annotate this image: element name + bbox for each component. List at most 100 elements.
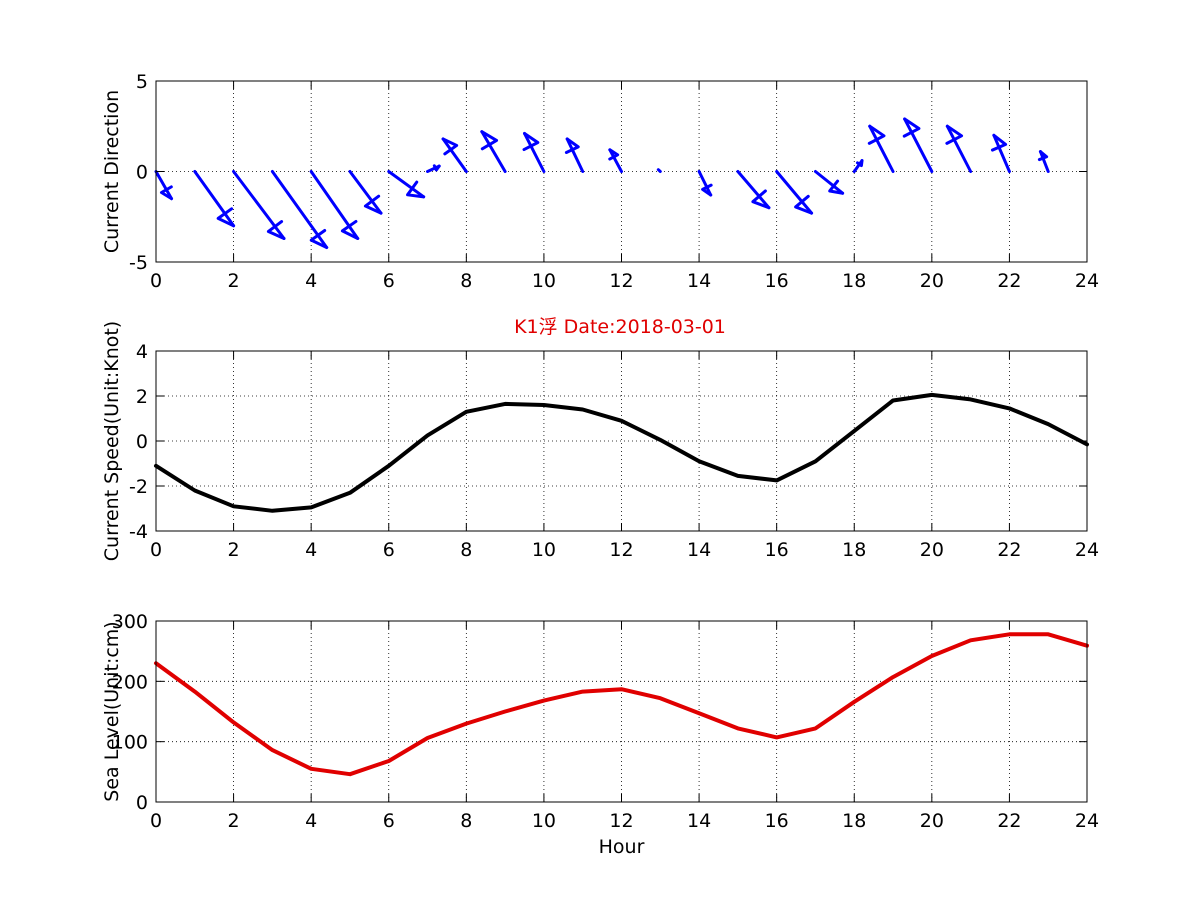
y-tick-label: 300 [112, 611, 148, 633]
arrow-head [701, 183, 713, 197]
current-arrow [945, 124, 973, 173]
arrow-head [406, 180, 426, 199]
arrow-head [266, 220, 286, 240]
plot-area [156, 351, 1087, 531]
figure-title: K1浮 Date:2018-03-01 [514, 316, 726, 338]
current-arrow [154, 170, 174, 201]
x-tick-label: 20 [920, 810, 944, 832]
current-arrow [387, 170, 426, 199]
x-tick-label: 2 [228, 270, 240, 292]
current-arrow [736, 170, 771, 210]
x-tick-label: 12 [609, 270, 633, 292]
current-arrow [441, 137, 468, 173]
y-tick-label: -4 [129, 521, 148, 543]
arrow-shaft [992, 133, 1011, 173]
x-tick-label: 16 [765, 270, 789, 292]
y-axis-label: Current Speed(Unit:Knot) [101, 321, 123, 561]
arrow-head [480, 130, 499, 151]
x-tick-label: 8 [460, 270, 472, 292]
arrow-head [363, 194, 383, 215]
x-tick-label: 8 [460, 810, 472, 832]
x-tick-label: 16 [765, 539, 789, 561]
y-tick-label: -2 [129, 476, 148, 498]
x-tick-label: 0 [150, 810, 162, 832]
y-tick-label: 0 [136, 792, 148, 814]
x-tick-label: 6 [383, 810, 395, 832]
current-arrow [867, 124, 895, 173]
current-arrow [813, 170, 845, 195]
arrow-head [159, 185, 174, 201]
arrow-shaft [775, 170, 814, 215]
y-axis-label: Sea Level(Unit:cm) [101, 621, 123, 801]
x-tick-label: 8 [460, 539, 472, 561]
arrow-shaft [945, 124, 973, 173]
arrow-shaft [441, 137, 468, 173]
current-arrow [1037, 150, 1050, 173]
arrow-head [564, 137, 580, 154]
arrow-head [945, 124, 964, 145]
current-arrow [309, 170, 360, 240]
x-tick-label: 10 [532, 539, 556, 561]
arrow-head [522, 131, 540, 152]
current-arrow [348, 170, 383, 215]
arrow-shaft [697, 170, 713, 197]
arrow-head [1037, 150, 1049, 162]
arrow-head [867, 124, 886, 145]
x-tick-label: 22 [997, 810, 1021, 832]
x-tick-label: 0 [150, 539, 162, 561]
x-tick-label: 14 [687, 810, 711, 832]
x-tick-label: 4 [305, 539, 317, 561]
x-tick-label: 12 [609, 539, 633, 561]
arrow-head [216, 207, 236, 228]
arrow-head [751, 189, 771, 210]
arrow-head [309, 229, 329, 250]
current-arrow [852, 159, 864, 173]
x-tick-label: 20 [920, 539, 944, 561]
current-arrow [232, 170, 286, 240]
current-arrow [775, 170, 814, 215]
current-arrow [522, 131, 546, 173]
current-arrow [270, 170, 329, 250]
series-line-1 [154, 392, 1089, 513]
arrow-head [608, 148, 620, 161]
x-tick-label: 18 [842, 270, 866, 292]
y-tick-label: 100 [112, 732, 148, 754]
y-tick-label: 5 [136, 71, 148, 93]
arrow-shaft [523, 131, 546, 173]
arrow-shaft [480, 130, 507, 173]
arrow-shaft [608, 148, 623, 173]
y-tick-label: 0 [136, 431, 148, 453]
current-arrow [902, 117, 934, 173]
series-line-1 [154, 632, 1089, 777]
current-arrow [656, 168, 662, 173]
plot-area [156, 621, 1087, 802]
current-arrow [193, 170, 236, 228]
x-tick-label: 4 [305, 270, 317, 292]
x-tick-label: 10 [532, 270, 556, 292]
current-arrow [990, 133, 1011, 173]
arrow-head [794, 194, 814, 215]
arrow-head [855, 159, 864, 168]
x-tick-label: 20 [920, 270, 944, 292]
arrow-shaft [193, 170, 236, 228]
arrow-head [990, 133, 1008, 152]
y-tick-label: -5 [129, 252, 148, 274]
x-tick-label: 14 [687, 270, 711, 292]
arrow-shaft [387, 170, 426, 199]
x-tick-label: 16 [765, 810, 789, 832]
x-tick-label: 24 [1075, 539, 1099, 561]
x-tick-label: 22 [997, 270, 1021, 292]
x-tick-label: 6 [383, 270, 395, 292]
arrow-shaft [348, 170, 383, 215]
x-tick-label: 22 [997, 539, 1021, 561]
x-axis-label: Hour [599, 836, 645, 858]
arrow-head [432, 164, 441, 172]
x-tick-label: 2 [228, 810, 240, 832]
arrow-shaft [1038, 150, 1050, 173]
y-axis-label: Current Direction [101, 90, 123, 253]
arrow-shaft [868, 124, 895, 173]
